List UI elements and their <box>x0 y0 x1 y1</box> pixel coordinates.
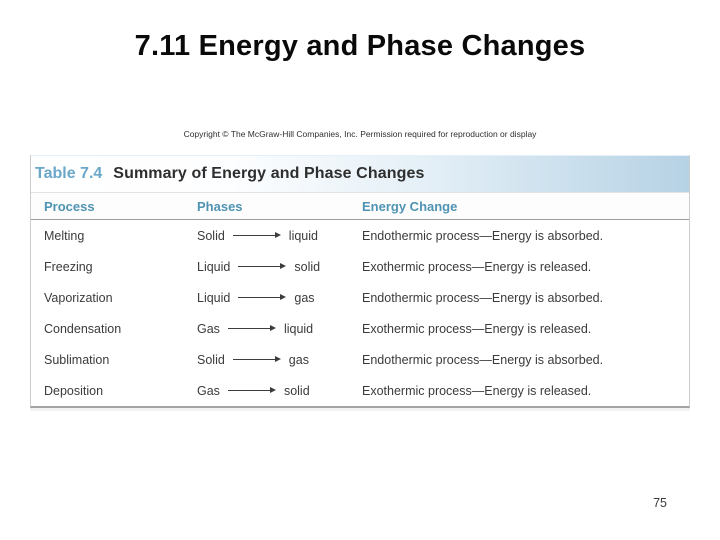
table-title-band: Table 7.4 Summary of Energy and Phase Ch… <box>31 155 689 192</box>
table-body: Melting Solid liquid Endothermic process—… <box>31 220 689 406</box>
process-cell: Deposition <box>44 383 104 398</box>
column-header-energy-change: Energy Change <box>362 198 458 214</box>
phase-to: gas <box>288 352 309 367</box>
process-cell: Vaporization <box>44 290 113 305</box>
copyright-notice: Copyright © The McGraw-Hill Companies, I… <box>183 129 537 139</box>
phases-cell: Gas liquid <box>197 322 362 336</box>
process-cell: Freezing <box>44 259 93 274</box>
table-row: Condensation Gas liquid Exothermic proces… <box>31 313 689 344</box>
table-number-label: Table 7.4 <box>35 165 103 182</box>
right-arrow-icon <box>238 263 287 271</box>
slide-title: 7.11 Energy and Phase Changes <box>134 30 586 62</box>
phase-changes-table: Table 7.4 Summary of Energy and Phase Ch… <box>30 155 690 408</box>
right-arrow-icon <box>232 232 281 240</box>
phase-to: liquid <box>288 228 318 243</box>
phase-to: gas <box>294 290 315 305</box>
phases-cell: Solid liquid <box>197 229 362 243</box>
table-row: Melting Solid liquid Endothermic process—… <box>31 220 689 251</box>
phases-cell: Liquid solid <box>197 260 362 274</box>
phase-to: solid <box>294 259 321 274</box>
table-header-row: Process Phases Energy Change <box>31 192 689 220</box>
energy-change-cell: Endothermic process—Energy is absorbed. <box>362 290 604 305</box>
column-header-phases: Phases <box>197 198 243 214</box>
phase-to: solid <box>283 383 310 398</box>
table-row: Deposition Gas solid Exothermic process—E… <box>31 375 689 406</box>
phase-from: Solid <box>197 228 225 243</box>
phase-from: Liquid <box>197 290 231 305</box>
phases-cell: Solid gas <box>197 353 362 367</box>
process-cell: Sublimation <box>44 352 110 367</box>
energy-change-cell: Endothermic process—Energy is absorbed. <box>362 228 604 243</box>
table-caption: Summary of Energy and Phase Changes <box>113 165 425 182</box>
table-row: Vaporization Liquid gas Endothermic proce… <box>31 282 689 313</box>
energy-change-cell: Exothermic process—Energy is released. <box>362 321 592 336</box>
energy-change-cell: Endothermic process—Energy is absorbed. <box>362 352 604 367</box>
energy-change-cell: Exothermic process—Energy is released. <box>362 383 592 398</box>
process-cell: Condensation <box>44 321 122 336</box>
right-arrow-icon <box>238 294 287 302</box>
right-arrow-icon <box>227 325 276 333</box>
right-arrow-icon <box>232 356 281 364</box>
table-row: Freezing Liquid solid Exothermic process—… <box>31 251 689 282</box>
phases-cell: Liquid gas <box>197 291 362 305</box>
phase-from: Gas <box>197 383 220 398</box>
table-row: Sublimation Solid gas Endothermic process… <box>31 344 689 375</box>
phase-from: Gas <box>197 321 220 336</box>
slide-page-number: 75 <box>653 496 667 510</box>
phases-cell: Gas solid <box>197 384 362 398</box>
phase-to: liquid <box>283 321 314 336</box>
energy-change-cell: Exothermic process—Energy is released. <box>362 259 592 274</box>
column-header-process: Process <box>44 198 95 214</box>
right-arrow-icon <box>227 387 276 395</box>
process-cell: Melting <box>44 228 85 243</box>
phase-from: Liquid <box>197 259 231 274</box>
phase-from: Solid <box>197 352 225 367</box>
